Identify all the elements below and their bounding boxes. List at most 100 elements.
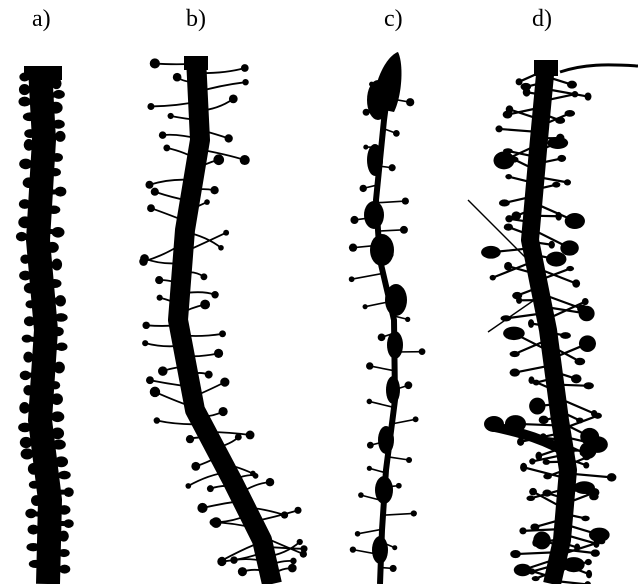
spine-head xyxy=(58,505,71,515)
spine-neck xyxy=(517,68,547,83)
spine-head xyxy=(54,186,67,197)
spine-neck xyxy=(156,419,203,426)
spine-head xyxy=(54,456,69,468)
spine-head xyxy=(505,105,514,114)
spine-head xyxy=(142,340,149,347)
spine-head xyxy=(392,545,398,551)
spine-head xyxy=(531,575,540,582)
side-branch-end xyxy=(484,416,504,432)
spine-neck xyxy=(506,149,539,159)
spine-neck xyxy=(508,108,542,121)
spine-neck xyxy=(531,214,560,218)
spine-head xyxy=(348,243,358,252)
spine-head xyxy=(511,211,522,221)
spine-head xyxy=(218,406,228,417)
spine-head xyxy=(495,125,503,133)
spine-head xyxy=(185,483,192,489)
spine-neck xyxy=(197,81,246,93)
spine-head xyxy=(394,288,401,294)
spine-head xyxy=(584,558,592,566)
spine-head xyxy=(287,563,297,573)
varicosity xyxy=(385,284,407,316)
spine-head xyxy=(23,351,34,363)
spine-head xyxy=(213,154,225,166)
spine-head xyxy=(245,430,255,440)
spine-head xyxy=(217,556,227,567)
spine-neck xyxy=(382,512,414,516)
spine-head xyxy=(362,108,370,116)
varicosity xyxy=(367,80,389,120)
spine-neck xyxy=(378,229,404,232)
spine-head xyxy=(572,279,581,288)
spine-head xyxy=(526,495,535,502)
long-spine xyxy=(467,199,541,273)
spine-head xyxy=(481,245,501,259)
spine-neck xyxy=(351,272,384,281)
spine-head xyxy=(359,184,367,193)
spine-head xyxy=(578,305,595,322)
spine-head xyxy=(542,489,552,497)
spine-head xyxy=(366,441,374,449)
spine-head xyxy=(563,179,572,186)
spine-head xyxy=(509,368,520,377)
spine-head xyxy=(546,251,567,267)
spine-head xyxy=(54,130,66,142)
spine-head xyxy=(406,98,415,107)
spine-neck xyxy=(184,230,222,249)
spine-head xyxy=(405,316,411,323)
spine-head xyxy=(58,530,69,542)
spine-head xyxy=(520,462,528,472)
dendrite-c xyxy=(348,52,426,584)
dendrite-shaft xyxy=(373,59,398,584)
spine-head xyxy=(200,273,208,281)
spine-head xyxy=(503,326,525,341)
spine-head xyxy=(145,180,154,189)
spine-head xyxy=(395,482,402,489)
spine-head xyxy=(18,199,31,209)
spine-head xyxy=(28,480,41,489)
spine-head xyxy=(52,119,65,129)
spine-head xyxy=(528,319,535,328)
spine-neck xyxy=(360,494,385,502)
spine-neck xyxy=(560,414,599,431)
spine-neck xyxy=(514,551,561,556)
varicosity xyxy=(370,234,394,266)
spine-head xyxy=(27,524,40,535)
spine-neck xyxy=(539,112,571,127)
varicosity xyxy=(386,376,400,404)
spine-head xyxy=(51,77,62,90)
spine-head xyxy=(584,92,592,101)
spine-head xyxy=(26,542,41,552)
spine-neck xyxy=(506,106,544,116)
spine-neck xyxy=(352,548,382,556)
spine-head xyxy=(63,519,74,528)
spine-head xyxy=(234,433,242,441)
spine-head xyxy=(18,216,32,229)
spine-neck xyxy=(144,342,183,348)
spine-head xyxy=(27,462,40,475)
spine-head xyxy=(366,465,372,471)
spine-head xyxy=(239,154,250,166)
spine-neck xyxy=(507,265,538,276)
spine-head xyxy=(20,448,34,460)
spine-neck xyxy=(504,312,546,320)
spine-head xyxy=(504,415,527,433)
spine-neck xyxy=(542,87,590,98)
spine-head xyxy=(589,487,600,497)
long-spine xyxy=(559,63,638,74)
spine-head xyxy=(50,427,65,440)
spine-head xyxy=(366,362,374,370)
spine-neck xyxy=(554,383,590,387)
spine-neck xyxy=(146,323,180,327)
varicosity xyxy=(378,426,394,454)
spine-head xyxy=(242,78,249,86)
panel-label-b: b) xyxy=(186,6,206,32)
spine-head xyxy=(386,250,394,258)
spine-head xyxy=(406,456,413,464)
spine-head xyxy=(294,506,302,514)
spine-head xyxy=(493,151,515,170)
spine-head xyxy=(47,205,61,215)
spine-head xyxy=(389,564,397,572)
